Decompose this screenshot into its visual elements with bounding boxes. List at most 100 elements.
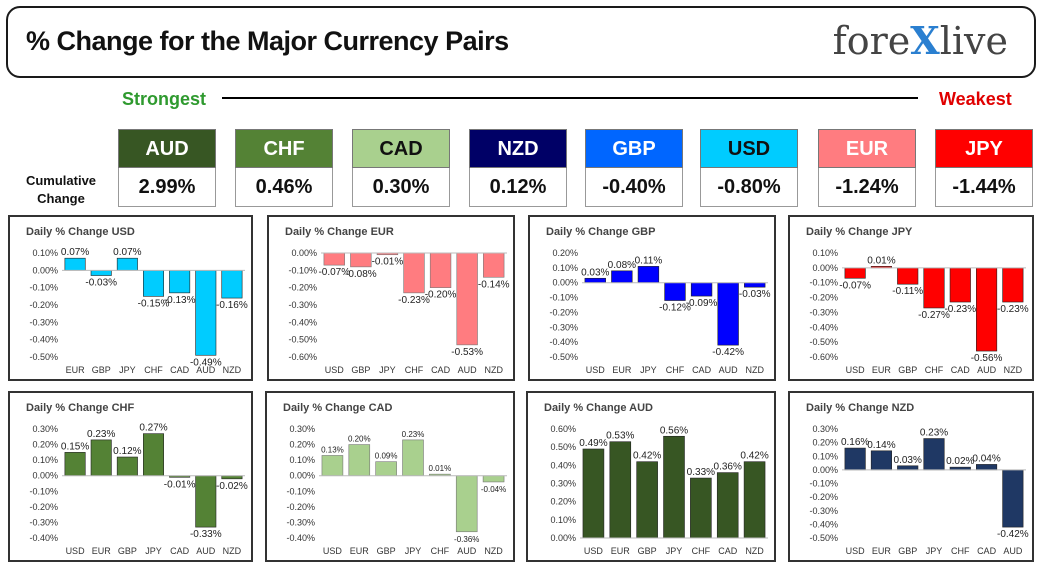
y-tick-label: -0.30%	[29, 317, 58, 327]
bar-cad	[690, 282, 713, 297]
chart-title: Daily % Change USD	[26, 226, 135, 238]
y-tick-label: -0.10%	[29, 486, 58, 496]
logo-x-icon: X	[910, 18, 940, 63]
bar-aud	[976, 267, 998, 352]
x-tick-label: CAD	[170, 546, 190, 556]
data-label: 0.12%	[113, 446, 141, 457]
data-label: 0.07%	[113, 247, 141, 258]
bar-gbp	[375, 461, 397, 477]
y-tick-label: -0.10%	[809, 278, 838, 288]
data-label: -0.03%	[85, 278, 117, 289]
currency-code: AUD	[118, 129, 216, 168]
y-tick-label: -0.20%	[29, 300, 58, 310]
bar-eur	[90, 439, 112, 477]
data-label: -0.20%	[425, 290, 457, 301]
x-tick-label: NZD	[484, 365, 503, 375]
y-tick-label: -0.60%	[809, 352, 838, 362]
chart-panel-nzd: Daily % Change NZD 0.30% 0.20% 0.10% 0.00% -0…	[788, 391, 1034, 562]
x-tick-label: EUR	[612, 365, 632, 375]
x-tick-label: NZD	[745, 365, 764, 375]
x-tick-label: AUD	[719, 365, 739, 375]
x-tick-label: USD	[323, 546, 343, 556]
data-label: 0.42%	[633, 451, 661, 462]
x-tick-label: CAD	[977, 546, 997, 556]
x-tick-label: CAD	[431, 365, 451, 375]
y-tick-label: -0.10%	[29, 283, 58, 293]
bar-eur	[870, 450, 892, 471]
y-tick-label: -0.40%	[286, 533, 315, 543]
x-tick-label: EUR	[66, 365, 86, 375]
x-tick-label: NZD	[484, 546, 503, 556]
data-label: 0.07%	[61, 247, 89, 258]
x-tick-label: USD	[846, 365, 866, 375]
cumulative-label-line2: Change	[37, 191, 85, 206]
y-tick-label: 0.00%	[812, 263, 838, 273]
y-tick-label: 0.20%	[552, 248, 578, 258]
y-tick-label: -0.30%	[288, 300, 317, 310]
bar-aud	[1002, 469, 1024, 528]
bar-usd	[323, 252, 345, 266]
data-label: -0.01%	[164, 479, 196, 490]
x-tick-label: EUR	[92, 546, 112, 556]
bar-gbp	[90, 270, 112, 276]
data-label: -0.07%	[839, 280, 871, 291]
data-label: -0.08%	[345, 269, 377, 280]
data-label: 0.27%	[139, 423, 167, 434]
x-tick-label: EUR	[611, 546, 631, 556]
y-tick-label: -0.30%	[809, 506, 838, 516]
bar-jpy	[637, 266, 660, 284]
y-tick-label: 0.10%	[32, 455, 58, 465]
x-tick-label: AUD	[458, 365, 478, 375]
bar-chf	[690, 477, 712, 539]
currency-tile-gbp: GBP -0.40%	[585, 129, 683, 207]
x-tick-label: EUR	[872, 365, 892, 375]
x-tick-label: GBP	[118, 546, 137, 556]
y-tick-label: 0.00%	[32, 265, 58, 275]
bar-aud	[195, 270, 217, 356]
y-tick-label: -0.40%	[809, 322, 838, 332]
y-tick-label: -0.20%	[549, 307, 578, 317]
y-tick-label: 0.10%	[812, 451, 838, 461]
chart-gbp: Daily % Change GBP 0.20% 0.10% 0.00% -0.10% -…	[546, 226, 771, 375]
y-tick-label: -0.50%	[809, 337, 838, 347]
x-tick-label: EUR	[350, 546, 370, 556]
cumulative-value: 0.12%	[469, 168, 567, 207]
x-tick-label: AUD	[977, 365, 997, 375]
x-tick-label: USD	[586, 365, 606, 375]
y-tick-label: -0.10%	[549, 293, 578, 303]
bar-jpy	[143, 433, 164, 477]
data-label: 0.08%	[608, 260, 636, 271]
data-label: 0.11%	[635, 255, 663, 266]
currency-code: CHF	[235, 129, 333, 168]
data-label: -0.49%	[190, 357, 222, 368]
currency-code: EUR	[818, 129, 916, 168]
x-tick-label: AUD	[196, 546, 216, 556]
x-tick-label: JPY	[119, 365, 136, 375]
data-label: -0.13%	[164, 295, 196, 306]
data-label: -0.23%	[944, 304, 976, 315]
chart-panel-eur: Daily % Change EUR 0.00% -0.10% -0.20% -0.30…	[267, 215, 515, 381]
currency-tile-eur: EUR -1.24%	[818, 129, 916, 207]
y-tick-label: -0.60%	[288, 352, 317, 362]
data-label: 0.02%	[946, 456, 974, 467]
y-tick-label: -0.40%	[29, 533, 58, 543]
y-tick-label: -0.30%	[549, 322, 578, 332]
x-tick-label: CHF	[666, 365, 685, 375]
data-label: -0.01%	[372, 257, 404, 268]
y-tick-label: -0.50%	[288, 335, 317, 345]
data-label: -0.09%	[686, 298, 718, 309]
chart-panel-aud: Daily % Change AUD 0.60% 0.50% 0.40% 0.30% 0.…	[526, 391, 776, 562]
y-tick-label: 0.00%	[32, 471, 58, 481]
y-tick-label: 0.00%	[812, 465, 838, 475]
x-tick-label: NZD	[223, 365, 242, 375]
logo-text-left: fore	[832, 19, 911, 63]
forexlive-logo[interactable]: foreXlive	[833, 18, 1008, 63]
bar-jpy	[402, 439, 424, 477]
page-title: % Change for the Major Currency Pairs	[26, 26, 509, 56]
x-tick-label: CAD	[170, 365, 190, 375]
bar-gbp	[350, 252, 372, 268]
data-label: 0.20%	[348, 435, 371, 444]
x-tick-label: GBP	[898, 546, 917, 556]
chart-panel-gbp: Daily % Change GBP 0.20% 0.10% 0.00% -0.10% -…	[528, 215, 776, 381]
cumulative-value: -0.80%	[700, 168, 798, 207]
